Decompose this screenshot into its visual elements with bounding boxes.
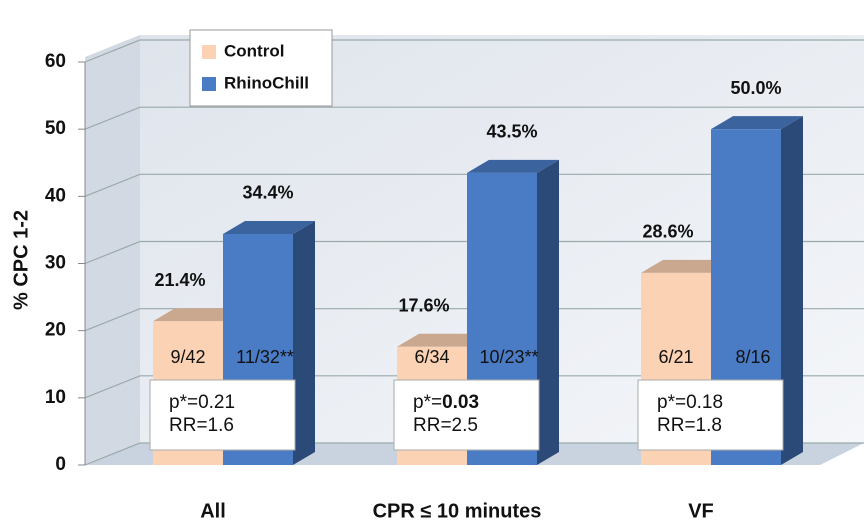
y-tick-label: 20: [45, 320, 66, 341]
x-tick-label: CPR ≤ 10 minutes: [373, 500, 542, 522]
grid-line: [84, 240, 864, 265]
p-prefix: p*=: [169, 392, 198, 413]
legend-label: RhinoChill: [224, 73, 309, 92]
p-value: p*=0.21: [169, 392, 235, 413]
grid-line: [84, 375, 864, 399]
grid: [78, 39, 864, 466]
grid-line: [84, 106, 864, 130]
value-label: 28.6%: [642, 222, 693, 242]
y-tick-label: 30: [45, 253, 66, 274]
grid-line: [84, 39, 864, 63]
p-number: 0.03: [442, 392, 479, 413]
stats-box: [393, 379, 540, 451]
p-number: 0.21: [198, 392, 235, 413]
bar-top: [223, 220, 315, 234]
relative-risk: RR=1.6: [169, 415, 234, 436]
grid-line: [84, 308, 864, 332]
p-number: 0.18: [686, 392, 723, 413]
bar-top: [397, 333, 489, 347]
x-tick-label: All: [200, 500, 226, 522]
y-tick-label: 10: [45, 387, 66, 408]
y-tick-label: 50: [45, 118, 66, 139]
sample-label: 6/34: [414, 347, 449, 367]
bar-top: [641, 259, 733, 273]
bar-top: [467, 159, 559, 173]
p-prefix: p*=: [413, 392, 442, 413]
value-label: 21.4%: [154, 270, 205, 290]
bar-top: [711, 116, 803, 130]
side-wall: [85, 35, 140, 465]
grid-line: [84, 173, 864, 197]
legend: Control RhinoChill: [202, 41, 309, 92]
x-tick-label: VF: [688, 500, 714, 522]
stats-box: [637, 379, 784, 451]
bar-side: [293, 220, 315, 465]
y-tick-label: 40: [45, 185, 66, 206]
value-label: 50.0%: [730, 78, 781, 98]
legend-label: Control: [224, 41, 284, 60]
sample-label: 9/42: [170, 347, 205, 367]
y-tick-label: 60: [45, 51, 66, 72]
sample-label: 11/32**: [236, 347, 294, 367]
value-label: 34.4%: [242, 183, 293, 203]
bar-side: [537, 159, 559, 465]
relative-risk: RR=1.8: [657, 415, 722, 436]
legend-swatch: [202, 45, 216, 59]
value-label: 17.6%: [398, 296, 449, 316]
sample-label: 6/21: [658, 347, 693, 367]
relative-risk: RR=2.5: [413, 415, 478, 436]
legend-box: [189, 29, 333, 107]
p-value: p*=0.18: [657, 392, 723, 413]
sample-label: 10/23**: [479, 347, 538, 367]
bar-top: [153, 308, 245, 322]
stats-box: [149, 379, 296, 451]
grid-line: [84, 442, 864, 466]
y-axis-label: % CPC 1-2: [10, 210, 32, 310]
sample-label: 8/16: [735, 347, 770, 367]
legend-swatch: [202, 77, 216, 91]
value-label: 43.5%: [486, 122, 537, 142]
bar-side: [781, 116, 803, 466]
p-value: p*=0.03: [413, 392, 479, 413]
p-prefix: p*=: [657, 392, 686, 413]
y-tick-label: 0: [55, 454, 66, 475]
